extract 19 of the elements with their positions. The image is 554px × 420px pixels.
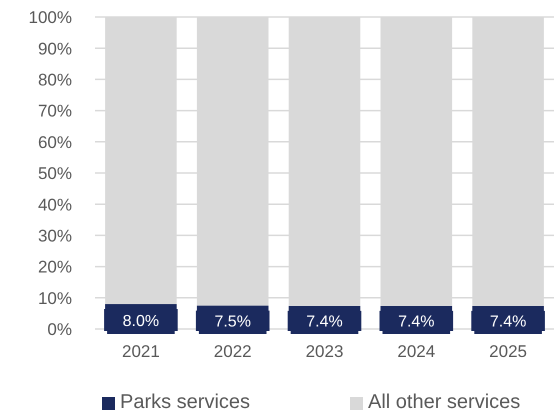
y-tick-label: 20% [38,258,72,277]
legend-label: Parks services [120,391,250,413]
y-tick-label: 0% [47,320,72,340]
x-tick-label: 2021 [122,342,160,361]
y-tick-label: 10% [38,288,72,308]
data-label: 8.0% [122,312,160,330]
y-tick-label: 90% [38,39,72,58]
x-tick-label: 2025 [489,342,528,361]
y-tick-label: 70% [38,102,72,121]
y-tick-label: 100% [28,8,72,28]
x-tick-label: 2022 [214,342,252,361]
y-tick-label: 50% [38,164,72,184]
legend-label: All other services [368,391,520,413]
y-tick-label: 30% [38,226,72,246]
x-tick-label: 2023 [306,342,344,361]
x-tick-label: 2024 [397,342,436,361]
y-tick-label: 40% [38,195,72,214]
y-tick-label: 60% [38,132,72,152]
y-tick-label: 80% [38,70,72,90]
